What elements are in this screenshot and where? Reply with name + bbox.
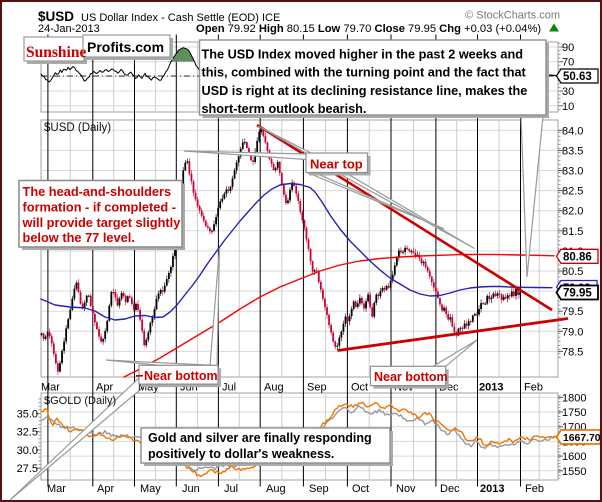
svg-text:83.0: 83.0: [562, 166, 583, 178]
svg-text:The head-and-shoulders: The head-and-shoulders: [23, 184, 172, 199]
svg-text:Apr: Apr: [97, 483, 114, 495]
svg-text:The USD Index moved higher in: The USD Index moved higher in the past 2…: [202, 48, 524, 62]
svg-text:2013: 2013: [480, 483, 504, 495]
svg-text:35.0: 35.0: [17, 409, 38, 421]
svg-text:79.95: 79.95: [563, 288, 592, 300]
svg-text:50.63: 50.63: [563, 71, 592, 83]
svg-text:27.5: 27.5: [17, 463, 38, 475]
svg-text:10: 10: [562, 101, 574, 113]
svg-text:Sunshine: Sunshine: [26, 44, 86, 61]
svg-text:30.0: 30.0: [17, 445, 38, 457]
svg-text:80.86: 80.86: [563, 252, 592, 264]
svg-text:USD is right at its declining: USD is right at its declining resistance…: [202, 84, 528, 98]
svg-text:Nov: Nov: [396, 483, 416, 495]
svg-text:will provide target slightly: will provide target slightly: [22, 215, 182, 230]
svg-text:24-Jan-2013: 24-Jan-2013: [38, 23, 100, 35]
svg-text:30: 30: [562, 86, 574, 98]
svg-text:Near top: Near top: [310, 157, 363, 172]
svg-text:1667.70: 1667.70: [563, 433, 600, 444]
svg-text:Jul: Jul: [224, 483, 238, 495]
svg-text:Mar: Mar: [41, 382, 60, 394]
svg-text:Gold and silver are finally re: Gold and silver are finally responding: [148, 431, 372, 445]
svg-text:80.5: 80.5: [562, 266, 583, 278]
svg-text:Feb: Feb: [524, 382, 543, 394]
svg-text:Near bottom: Near bottom: [144, 369, 218, 383]
svg-text:Profits.com: Profits.com: [87, 39, 164, 55]
svg-text:70: 70: [562, 57, 574, 69]
svg-text:79.5: 79.5: [562, 306, 583, 318]
svg-text:positively to dollar's weaknes: positively to dollar's weakness.: [148, 447, 334, 461]
svg-text:Dec: Dec: [440, 483, 460, 495]
svg-text:82.0: 82.0: [562, 206, 583, 218]
svg-text:$USD (Daily): $USD (Daily): [44, 122, 111, 134]
svg-text:32.5: 32.5: [17, 427, 38, 439]
svg-text:$USD: $USD: [38, 9, 74, 24]
svg-text:short-term outlook bearish.: short-term outlook bearish.: [202, 102, 367, 116]
svg-text:Jun: Jun: [182, 483, 200, 495]
svg-text:US Dollar Index - Cash Settle: US Dollar Index - Cash Settle (EOD) ICE: [81, 12, 280, 24]
svg-text:1750: 1750: [562, 407, 586, 419]
svg-text:Open 79.92 High 80.15 Low 79.7: Open 79.92 High 80.15 Low 79.70 Close 79…: [196, 23, 541, 35]
svg-text:82.5: 82.5: [562, 186, 583, 198]
svg-text:81.5: 81.5: [562, 226, 583, 238]
svg-text:Feb: Feb: [525, 483, 544, 495]
svg-text:May: May: [140, 483, 161, 495]
svg-text:Aug: Aug: [264, 382, 284, 394]
svg-text:Apr: Apr: [96, 382, 113, 394]
svg-text:90: 90: [562, 42, 574, 54]
svg-text:Aug: Aug: [266, 483, 286, 495]
svg-text:below the 77 level.: below the 77 level.: [23, 230, 135, 245]
svg-text:Oct: Oct: [351, 382, 368, 394]
svg-text:1600: 1600: [562, 451, 586, 463]
svg-text:1800: 1800: [562, 392, 586, 404]
svg-text:84.0: 84.0: [562, 125, 583, 137]
svg-text:Near bottom: Near bottom: [374, 370, 448, 384]
svg-text:Mar: Mar: [47, 483, 66, 495]
svg-text:$GOLD (Daily): $GOLD (Daily): [44, 395, 116, 407]
svg-text:Sep: Sep: [309, 483, 329, 495]
svg-text:83.5: 83.5: [562, 145, 583, 157]
svg-text:Jul: Jul: [222, 382, 236, 394]
svg-text:1550: 1550: [562, 466, 586, 478]
svg-text:2013: 2013: [479, 382, 503, 394]
svg-text:79.0: 79.0: [562, 326, 583, 338]
svg-text:Sep: Sep: [307, 382, 327, 394]
svg-text:Oct: Oct: [352, 483, 369, 495]
svg-text:78.5: 78.5: [562, 346, 583, 358]
svg-text:© StockCharts.com: © StockCharts.com: [465, 10, 560, 22]
svg-text:formation - if completed -: formation - if completed -: [23, 199, 177, 214]
svg-text:this, combined with the turnin: this, combined with the turning point an…: [202, 66, 527, 80]
